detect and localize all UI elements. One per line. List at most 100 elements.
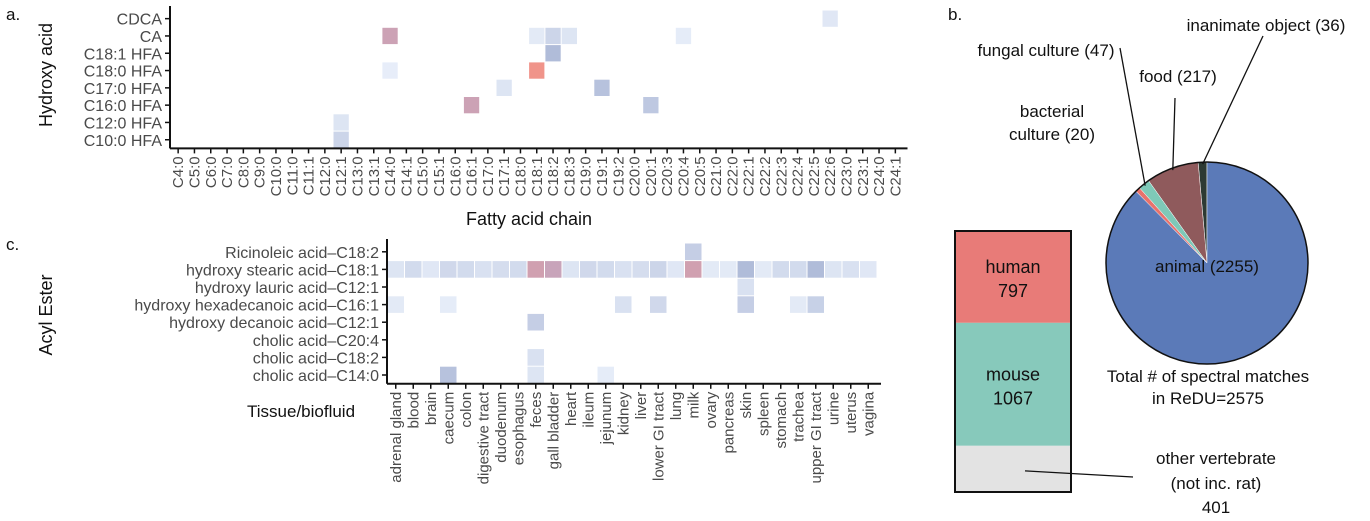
heatmap-a-col-label: C24:0 [871, 156, 888, 196]
stack-outline [954, 230, 1072, 493]
pie-leader-line [1172, 97, 1176, 171]
heatmap-a-cell [822, 10, 838, 27]
heatmap-a-col-label: C19:2 [610, 156, 627, 196]
heatmap-a-row-label: C18:1 HFA [84, 46, 163, 63]
heatmap-c-row-label: cholic acid–C18:2 [253, 350, 379, 367]
heatmap-c-col-label: duodenum [493, 392, 510, 463]
heatmap-a-col-label: C18:1 [529, 156, 546, 196]
heatmap-c-cell [842, 261, 859, 278]
heatmap-a-col-label: C15:1 [431, 156, 448, 196]
heatmap-c-col-label: digestive tract [475, 391, 492, 484]
heatmap-c-cell [685, 261, 702, 278]
heatmap-c-col-label: heart [563, 391, 580, 426]
heatmap-a-col-label: C13:0 [349, 156, 366, 196]
heatmap-c-cell [860, 261, 877, 278]
heatmap-a-col-label: C6:0 [203, 156, 220, 188]
heatmap-c-row-label: cholic acid–C20:4 [253, 333, 379, 350]
heatmap-c-cell [755, 261, 772, 278]
heatmap-c-col-label: blood [405, 392, 422, 429]
heatmap-a-col-label: C16:1 [464, 156, 481, 196]
heatmap-c-cell [492, 261, 509, 278]
heatmap-a-row-label: CDCA [117, 12, 163, 29]
heatmap-a-col-label: C12:0 [317, 156, 334, 196]
heatmap-c-cell [580, 261, 597, 278]
heatmap-c-cell [772, 261, 789, 278]
heatmap-c-cell [737, 261, 754, 278]
heatmap-c-cell [650, 261, 667, 278]
other-vertebrate-leader [1024, 470, 1134, 478]
heatmap-c-col-label: vagina [860, 391, 877, 436]
heatmap-a-col-label: C11:1 [301, 156, 318, 195]
heatmap-a-cell [675, 27, 692, 45]
heatmap-a-col-label: C9:0 [252, 156, 269, 188]
heatmap-a-col-label: C22:0 [724, 156, 741, 196]
heatmap-a-cell [529, 62, 545, 79]
heatmap-a-col-label: C14:1 [398, 156, 415, 196]
heatmap-a-col-label: C19:1 [594, 156, 611, 196]
heatmap-c-cell [807, 296, 824, 313]
heatmap-c-col-label: skin [738, 392, 755, 419]
heatmap-c-cell [667, 261, 684, 278]
heatmap-c-row-label: hydroxy stearic acid–C18:1 [186, 262, 379, 279]
pie-outline [1105, 161, 1309, 365]
heatmap-a-cell [594, 79, 610, 96]
heatmap-c-col-label: uterus [843, 392, 860, 434]
stack-segment-mouse [955, 322, 1071, 446]
heatmap-c-cell [387, 261, 404, 278]
heatmap-a-col-label: C7:0 [219, 156, 236, 188]
stack-segment-human [955, 231, 1071, 323]
heatmap-c-cell [405, 261, 422, 278]
sample-type-pie: inanimate object (36) fungal culture (47)… [977, 16, 1346, 365]
heatmap-a-col-label: C5:0 [186, 156, 203, 188]
heatmap-c-col-label: kidney [615, 391, 632, 435]
heatmap-c-col-label: stomach [773, 392, 790, 449]
heatmap-a-cell [333, 131, 349, 148]
heatmap-c-cell [387, 296, 404, 313]
heatmap-a-col-label: C20:0 [627, 156, 644, 196]
stack-value-human: 797 [998, 281, 1028, 301]
heatmap-c-row-label: cholic acid–C14:0 [253, 368, 379, 385]
heatmap-a-col-label: C22:1 [741, 156, 758, 196]
heatmap-a-xlabel: Fatty acid chain [466, 209, 592, 229]
other-vertebrate-callout: other vertebrate [1156, 449, 1276, 468]
heatmap-a-col-label: C18:3 [561, 156, 578, 196]
heatmap-c-row-label: hydroxy decanoic acid–C12:1 [169, 315, 379, 332]
heatmap-a-row-label: C17:0 HFA [84, 81, 163, 98]
heatmap-c-cell [702, 261, 719, 278]
heatmap-a-cell [382, 62, 398, 79]
heatmap-c-cell [440, 261, 457, 278]
heatmap-c-col-label: jejunum [598, 392, 615, 446]
heatmap-c-cell [685, 243, 702, 261]
heatmap-a-col-label: C14:0 [382, 156, 399, 196]
heatmap-c-col-label: trachea [790, 391, 807, 442]
heatmap-c-cell [422, 261, 439, 278]
acyl-ester-heatmap: Acyl Ester Tissue/biofluid Ricinoleic ac… [36, 239, 881, 484]
heatmap-a-cell [529, 27, 545, 45]
heatmap-c-col-label: feces [528, 392, 545, 428]
heatmap-a-cell [463, 97, 480, 114]
heatmap-a-cell [496, 79, 512, 96]
heatmap-a-cell [545, 45, 561, 62]
heatmap-c-cell [650, 296, 667, 313]
heatmap-c-cell [440, 296, 457, 313]
heatmap-c-cell [737, 296, 754, 313]
heatmap-c-col-label: ovary [703, 391, 720, 428]
heatmap-a-col-label: C16:0 [447, 156, 464, 196]
heatmap-c-cell [527, 349, 544, 366]
heatmap-c-col-label: upper GI tract [808, 391, 825, 484]
pie-leader-line [1202, 35, 1264, 165]
heatmap-a-col-label: C22:3 [773, 156, 790, 196]
heatmap-a-cell [333, 114, 349, 131]
total-line-1: Total # of spectral matches [1107, 367, 1309, 386]
pie-label-inanimate-object: inanimate object (36) [1187, 16, 1346, 35]
heatmap-a-col-label: C8:0 [235, 156, 252, 188]
stack-segment-other-vertebrate [955, 445, 1071, 492]
heatmap-c-cell [510, 261, 527, 278]
heatmap-c-col-label: adrenal gland [388, 392, 405, 483]
heatmap-c-cell [545, 261, 562, 278]
heatmap-a-cell [561, 27, 577, 45]
heatmap-c-cell [527, 313, 544, 331]
heatmap-a-col-label: C20:5 [692, 156, 709, 196]
heatmap-c-cell [597, 366, 614, 384]
heatmap-a-col-label: C20:3 [659, 156, 676, 196]
